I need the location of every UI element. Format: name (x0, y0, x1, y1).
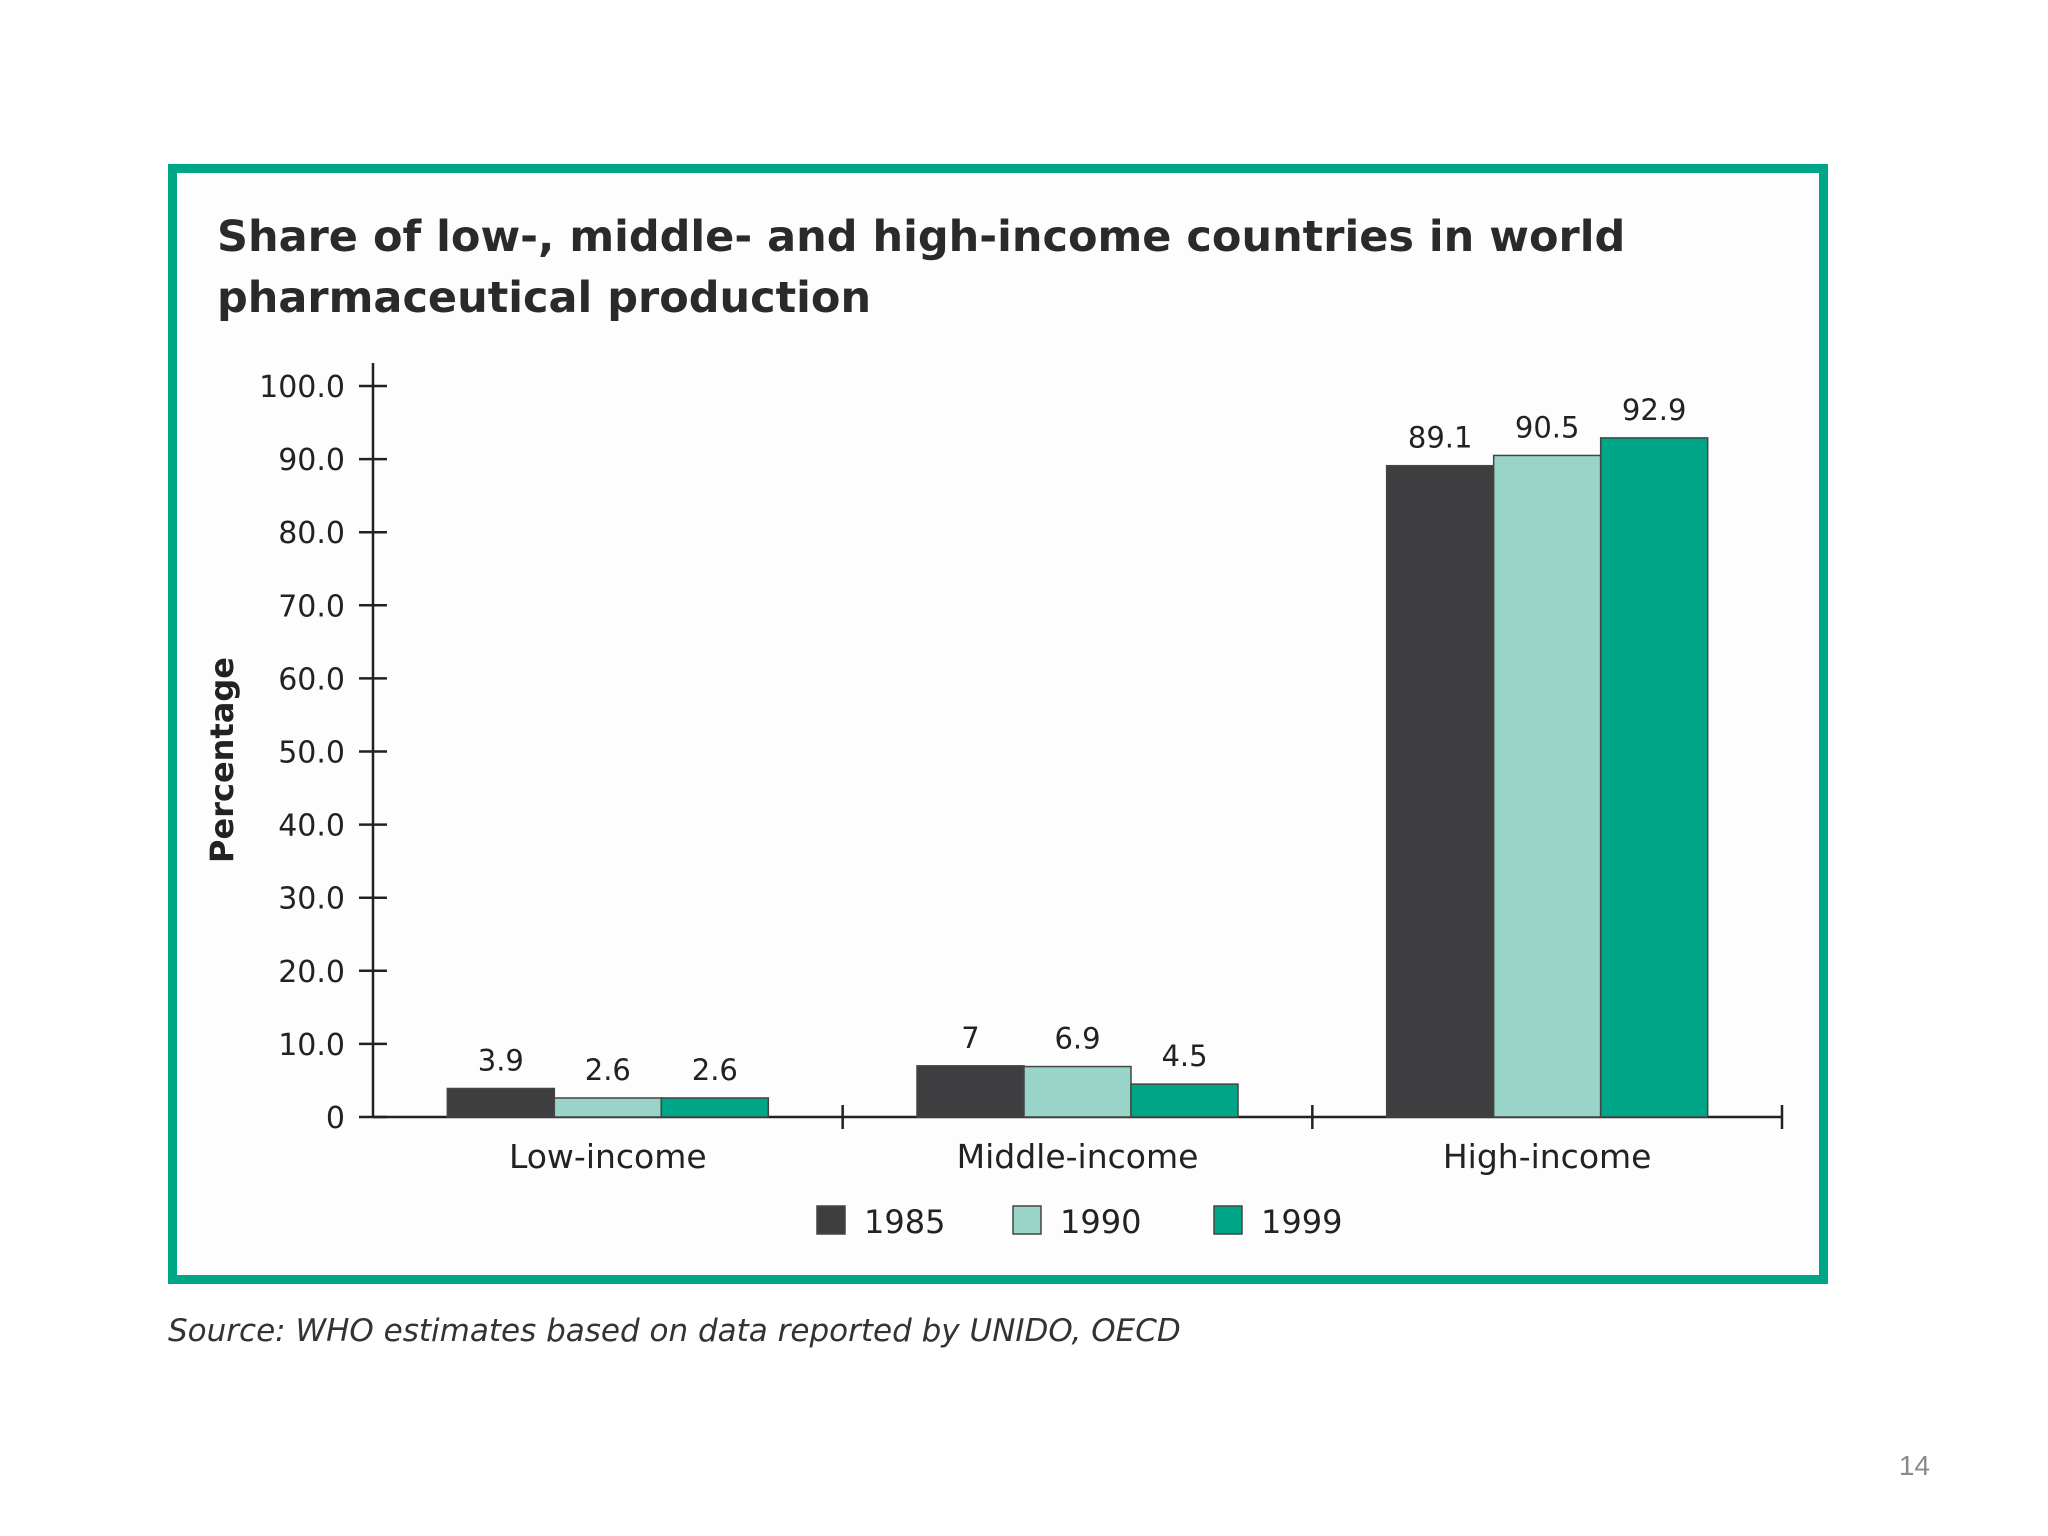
data-label: 7 (961, 1021, 979, 1055)
x-category-label: Low-income (509, 1137, 707, 1176)
data-label: 90.5 (1515, 410, 1580, 444)
y-axis-label: Percentage (203, 657, 241, 863)
y-tick-label: 70.0 (278, 589, 345, 624)
bar-1985 (916, 1065, 1025, 1118)
y-tick-label: 100.0 (259, 370, 345, 405)
y-tick-label: 90.0 (278, 443, 345, 478)
y-tick-label: 30.0 (278, 882, 345, 917)
y-tick-label: 60.0 (278, 662, 345, 697)
y-tick-label: 20.0 (278, 955, 345, 990)
bar-1985 (1385, 464, 1495, 1118)
bar-1985 (446, 1087, 556, 1118)
data-label: 92.9 (1622, 393, 1687, 427)
bar-1990 (1492, 454, 1602, 1118)
legend-swatch-1999 (1213, 1205, 1243, 1235)
y-tick-label: 10.0 (278, 1028, 345, 1063)
bar-1990 (553, 1097, 663, 1118)
x-category-label: Middle-income (957, 1137, 1199, 1176)
chart-title: Share of low-, middle- and high-income c… (217, 207, 1677, 329)
x-category-label: High-income (1443, 1137, 1652, 1176)
data-label: 2.6 (692, 1053, 738, 1087)
source-note: Source: WHO estimates based on data repo… (168, 1313, 1181, 1349)
y-tick-label: 50.0 (278, 736, 345, 771)
page-number: 14 (1898, 1450, 1930, 1481)
legend-label-1999: 1999 (1261, 1203, 1342, 1241)
chart-title-line-2: pharmaceutical production (217, 273, 872, 323)
legend-label-1985: 1985 (864, 1203, 945, 1241)
data-label: 2.6 (585, 1053, 631, 1087)
y-tick-label: 40.0 (278, 809, 345, 844)
data-label: 89.1 (1408, 421, 1473, 455)
bar-1999 (1130, 1083, 1239, 1118)
data-label: 4.5 (1161, 1039, 1207, 1073)
legend-swatch-1990 (1012, 1205, 1042, 1235)
legend-label-1990: 1990 (1060, 1203, 1141, 1241)
data-label: 3.9 (478, 1043, 524, 1077)
bar-1990 (1023, 1065, 1132, 1118)
y-tick-label: 0 (326, 1101, 345, 1136)
legend-swatch-1985 (816, 1205, 846, 1235)
bar-1999 (1599, 437, 1709, 1118)
data-label: 6.9 (1054, 1022, 1100, 1056)
chart-title-line-1: Share of low-, middle- and high-income c… (217, 212, 1626, 262)
y-tick-label: 80.0 (278, 516, 345, 551)
bar-1999 (660, 1097, 770, 1118)
